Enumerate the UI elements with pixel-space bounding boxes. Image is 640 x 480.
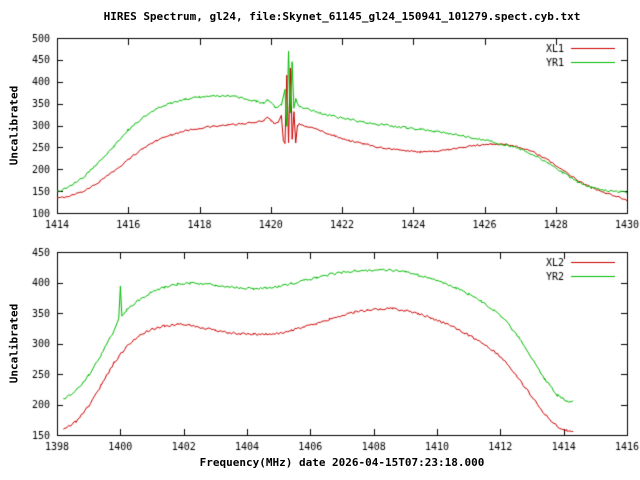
y-axis-label-bottom: Uncalibrated [7, 303, 21, 384]
x-axis-label: Frequency(MHz) date 2026-04-15T07:23:18.… [199, 456, 485, 469]
y-axis-label-top: Uncalibrated [7, 85, 21, 166]
chart-title: HIRES Spectrum, gl24, file:Skynet_61145_… [103, 10, 581, 23]
